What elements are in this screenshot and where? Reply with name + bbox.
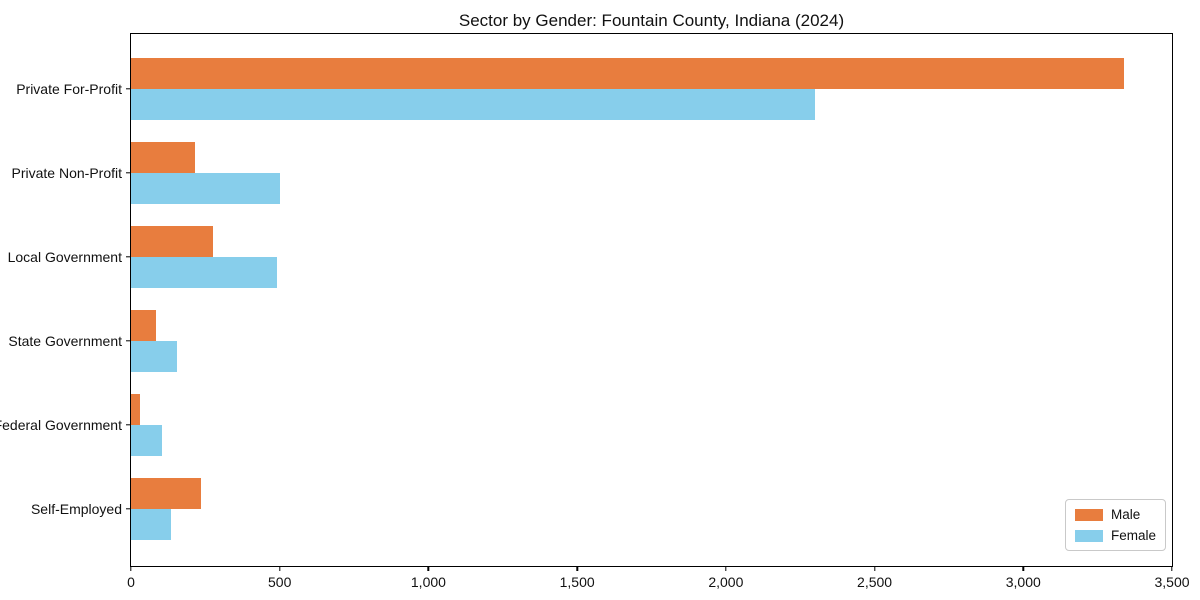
chart-title: Sector by Gender: Fountain County, India… xyxy=(458,11,845,30)
x-tick-mark-2500 xyxy=(873,566,876,571)
bar-male-private-for-profit xyxy=(131,58,1125,89)
x-tick-mark-0 xyxy=(130,566,132,571)
bar-male-self-employed xyxy=(131,478,201,509)
legend: Male Female xyxy=(1064,499,1166,551)
bar-female-self-employed xyxy=(131,509,172,540)
x-tick-label-2000: 2,000 xyxy=(708,574,744,590)
legend-swatch-male xyxy=(1074,508,1103,521)
bar-male-private-non-profit xyxy=(131,142,195,173)
y-tick-label-local-government: Local Government xyxy=(7,249,122,265)
bar-female-private-non-profit xyxy=(131,173,280,204)
y-tick-label-private-for-profit: Private For-Profit xyxy=(16,81,122,97)
x-tick-label-1500: 1,500 xyxy=(559,574,595,590)
bar-male-state-government xyxy=(131,310,157,341)
x-tick-label-3500: 3,500 xyxy=(1154,574,1190,590)
y-tick-label-state-government: State Government xyxy=(8,333,122,349)
bar-male-federal-government xyxy=(131,394,140,425)
legend-swatch-female xyxy=(1074,529,1103,542)
x-tick-mark-1500 xyxy=(576,566,578,571)
x-tick-mark-500 xyxy=(279,566,281,571)
x-tick-label-2500: 2,500 xyxy=(857,574,893,590)
y-tick-mark-local-government xyxy=(126,256,131,258)
x-tick-mark-3000 xyxy=(1022,566,1024,571)
legend-label-male: Male xyxy=(1110,507,1141,522)
bar-female-private-for-profit xyxy=(131,89,816,120)
x-tick-label-500: 500 xyxy=(268,574,292,590)
y-tick-label-federal-government: Federal Government xyxy=(0,417,122,433)
y-tick-mark-private-for-profit xyxy=(126,88,131,90)
y-tick-label-private-non-profit: Private Non-Profit xyxy=(11,165,122,181)
bar-male-local-government xyxy=(131,226,213,257)
plot-area: Male Female Private For-Profit Private Non… xyxy=(0,33,1190,590)
y-tick-label-self-employed: Self-Employed xyxy=(30,501,122,517)
legend-label-female: Female xyxy=(1110,528,1156,543)
x-tick-mark-3500 xyxy=(1171,566,1173,571)
x-tick-label-3000: 3,000 xyxy=(1005,574,1041,590)
bar-female-local-government xyxy=(131,257,277,288)
bar-female-federal-government xyxy=(131,425,163,456)
x-tick-label-0: 0 xyxy=(127,574,135,590)
x-tick-mark-2000 xyxy=(725,566,727,571)
y-tick-mark-self-employed xyxy=(126,508,131,510)
y-tick-mark-state-government xyxy=(126,340,131,342)
legend-entry-female: Female xyxy=(1074,528,1156,543)
x-tick-mark-1000 xyxy=(427,566,430,571)
x-tick-label-1000: 1,000 xyxy=(410,574,446,590)
y-tick-mark-federal-government xyxy=(126,424,131,426)
y-tick-mark-private-non-profit xyxy=(126,172,131,174)
legend-entry-male: Male xyxy=(1074,507,1156,522)
bar-female-state-government xyxy=(131,341,178,372)
